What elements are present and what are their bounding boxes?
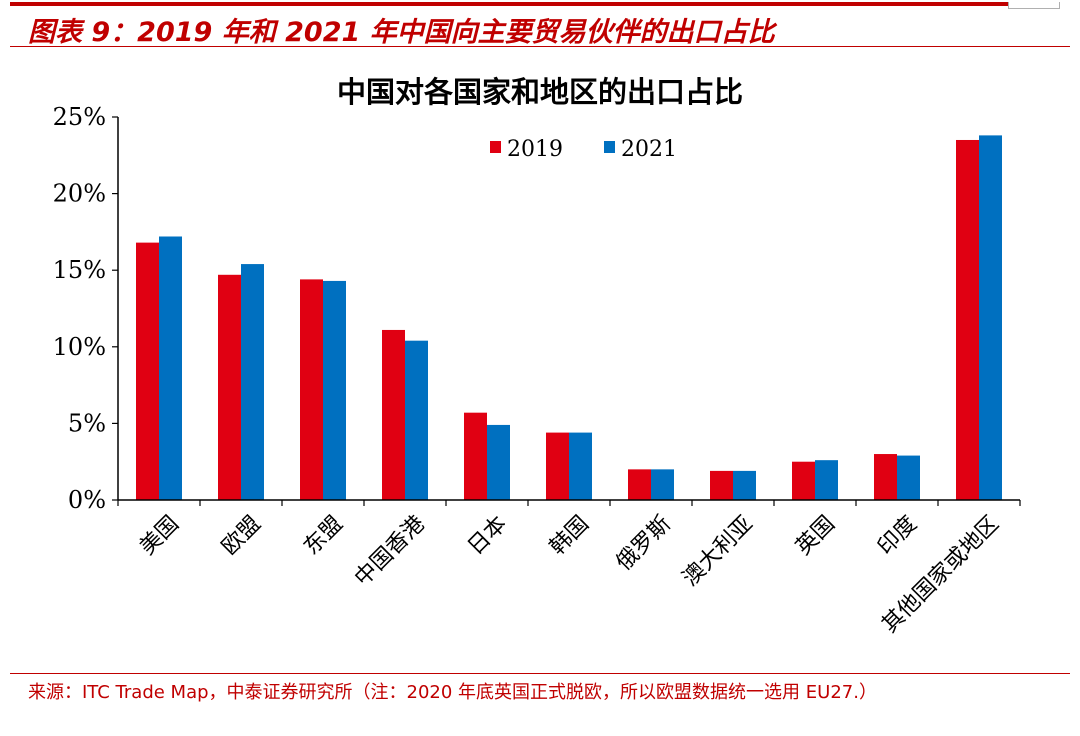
bar-2021 (979, 135, 1002, 500)
legend-label: 2021 (621, 137, 677, 162)
x-tick-label: 俄罗斯 (612, 511, 676, 575)
bar-2021 (487, 424, 510, 500)
bar-2019 (464, 412, 487, 500)
bar-2019 (792, 461, 815, 500)
figure-title: 图表 9：2019 年和 2021 年中国向主要贸易伙伴的出口占比 (28, 17, 775, 48)
legend-label: 2019 (507, 137, 563, 162)
y-tick-label: 25% (53, 103, 106, 131)
x-tick-label: 澳大利亚 (678, 511, 758, 591)
legend-swatch (490, 141, 501, 153)
chart-title: 中国对各国家和地区的出口占比 (337, 75, 743, 109)
x-tick-label: 东盟 (299, 511, 348, 560)
top-rule (10, 2, 1058, 6)
legend-swatch (604, 141, 615, 153)
bar-2021 (323, 280, 346, 500)
bars (136, 135, 1002, 501)
bar-2021 (241, 264, 264, 500)
y-tick-label: 0% (68, 486, 106, 514)
bar-2019 (628, 469, 651, 500)
y-tick-label: 10% (53, 333, 106, 361)
top-corner-mark (1008, 2, 1060, 9)
y-axis: 0% 5% 10% 15% 20% 25% (53, 103, 119, 514)
x-tick-label: 美国 (135, 511, 184, 560)
y-tick-label: 5% (68, 409, 106, 437)
bar-2019 (874, 454, 897, 500)
bar-2019 (300, 279, 323, 500)
bottom-rule (10, 673, 1070, 674)
x-tick-label: 韩国 (545, 511, 594, 560)
source-note: 来源：ITC Trade Map，中泰证券研究所（注：2020 年底英国正式脱欧… (28, 682, 877, 703)
legend: 2019 2021 (490, 137, 677, 162)
bar-2021 (405, 340, 428, 500)
x-tick-label: 印度 (873, 511, 922, 560)
bar-2019 (136, 242, 159, 500)
x-tick-label: 英国 (791, 511, 840, 560)
x-tick-label: 中国香港 (350, 511, 430, 591)
bar-2021 (651, 469, 674, 500)
bar-2021 (159, 236, 182, 500)
bar-2019 (710, 470, 733, 500)
bar-2019 (382, 329, 405, 500)
bar-2019 (546, 432, 569, 500)
y-tick-label: 15% (53, 256, 106, 284)
x-tick-label: 欧盟 (217, 511, 266, 560)
bar-2021 (815, 460, 838, 500)
bar-2021 (733, 470, 756, 500)
bar-2021 (897, 455, 920, 500)
title-rule (10, 46, 1070, 47)
bar-2019 (218, 274, 241, 500)
bar-2021 (569, 432, 592, 500)
x-tick-label: 日本 (463, 511, 512, 560)
y-tick-label: 20% (53, 180, 106, 208)
bar-2019 (956, 139, 979, 501)
